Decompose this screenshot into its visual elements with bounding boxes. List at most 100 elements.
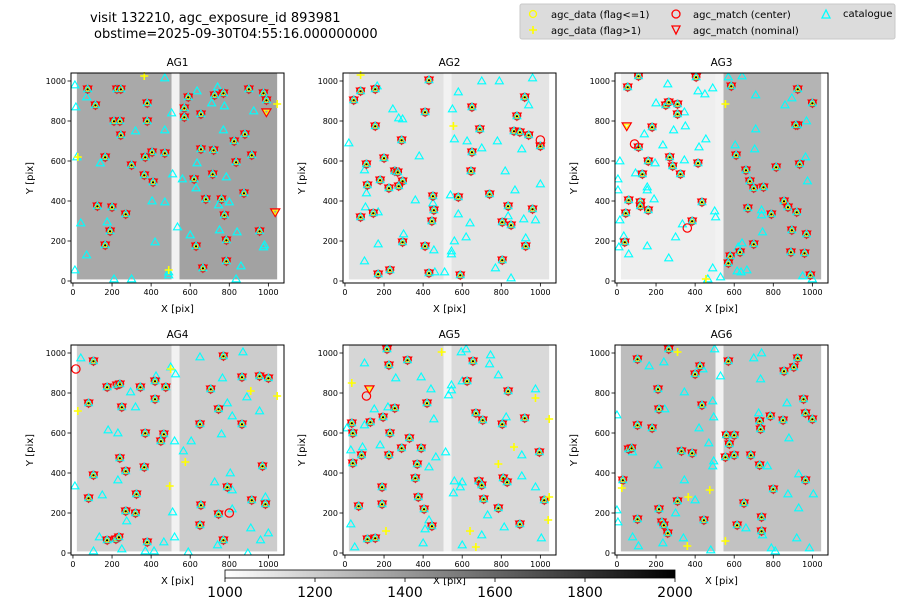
catalogue-marker <box>520 241 531 250</box>
x-tick-label: 1000 <box>530 288 550 297</box>
match-nominal-marker <box>723 259 734 269</box>
matched-star <box>197 263 209 274</box>
catalogue-marker <box>373 238 384 248</box>
matched-star <box>637 169 648 180</box>
catalogue-marker <box>416 443 427 452</box>
agc-data-marker <box>221 538 226 543</box>
agc-data-marker <box>803 478 808 483</box>
catalogue-marker <box>757 226 768 236</box>
x-tick-label: 400 <box>687 288 702 297</box>
catalogue-marker <box>160 382 171 391</box>
matched-star <box>149 394 161 405</box>
matched-star <box>748 183 759 194</box>
catalogue-marker <box>770 545 781 555</box>
catalogue-marker <box>476 142 487 152</box>
catalogue-marker <box>88 470 99 479</box>
matched-star <box>213 509 224 520</box>
agc-data-marker <box>123 212 128 217</box>
match-nominal-marker <box>755 425 766 435</box>
agc-data-marker <box>192 177 197 182</box>
matched-star <box>179 103 190 114</box>
catalogue-marker <box>370 84 381 93</box>
detector-image-left <box>348 345 444 552</box>
y-tick-label: 800 <box>51 389 66 398</box>
catalogue-marker <box>709 345 720 353</box>
catalogue-marker <box>490 262 501 272</box>
agc-data-marker <box>110 205 115 210</box>
matched-star <box>239 129 251 140</box>
matched-star <box>346 418 358 429</box>
agc-data-marker <box>782 369 787 374</box>
matched-star <box>207 169 218 180</box>
agc-data-marker <box>182 115 187 120</box>
matched-star <box>120 209 131 220</box>
agc-data-marker <box>119 405 124 410</box>
matched-star <box>397 237 408 248</box>
y-tick-label: 800 <box>595 389 610 398</box>
catalogue-marker <box>237 419 247 428</box>
catalogue-marker <box>212 539 223 549</box>
catalogue-marker <box>654 504 664 513</box>
catalogue-marker <box>216 194 227 203</box>
catalogue-marker <box>186 435 197 445</box>
agc-data-marker <box>430 194 435 199</box>
detector-gap-strip <box>443 345 452 552</box>
match-nominal-marker <box>158 430 170 440</box>
panel-ag6: 0 200 400 600 800 1000 0 200 400 600 800 1000 AG6 X [… <box>569 329 829 587</box>
agc-data-marker <box>145 119 150 124</box>
y-tick-label: 0 <box>61 549 66 558</box>
matched-star <box>230 157 242 168</box>
agc-data-marker <box>85 87 90 92</box>
catalogue-marker <box>615 516 623 526</box>
catalogue-marker <box>130 125 141 135</box>
catalogue-marker <box>707 460 718 470</box>
catalogue-marker <box>424 268 434 277</box>
matched-star <box>662 528 674 539</box>
matched-star <box>514 519 526 530</box>
catalogue-marker <box>476 75 487 85</box>
matched-star <box>261 95 272 106</box>
catalogue-marker <box>720 452 731 461</box>
catalogue-marker <box>135 382 146 391</box>
match-nominal-marker <box>675 170 686 180</box>
agc-data-marker <box>480 418 485 423</box>
x-tick-label: 600 <box>455 288 470 297</box>
legend-flag-ok-label: agc_data (flag<=1) <box>551 10 649 21</box>
match-nominal-marker <box>788 363 800 373</box>
matched-star <box>219 210 230 221</box>
match-nominal-marker <box>620 209 631 219</box>
matched-star <box>696 197 708 208</box>
catalogue-marker <box>494 75 505 85</box>
catalogue-marker <box>166 107 177 117</box>
catalogue-marker <box>453 208 464 218</box>
matched-star <box>692 158 704 169</box>
matched-star <box>365 417 376 428</box>
catalogue-marker <box>156 436 166 445</box>
catalogue-marker <box>797 270 808 280</box>
agc-data-marker <box>675 499 680 504</box>
catalogue-marker <box>620 208 631 217</box>
matched-star <box>139 462 150 473</box>
matched-star <box>720 452 731 463</box>
match-nominal-marker <box>805 271 816 281</box>
match-nominal-marker <box>621 122 633 132</box>
agc-data-marker <box>246 87 251 92</box>
catalogue-marker <box>455 481 466 491</box>
matched-star <box>766 209 777 220</box>
matched-star <box>672 496 683 507</box>
y-tick-label: 200 <box>51 237 66 246</box>
match-nominal-marker <box>502 202 514 212</box>
y-tick-label: 200 <box>595 237 610 246</box>
matched-star <box>794 159 805 170</box>
matched-star <box>535 141 546 152</box>
agc-data-marker <box>95 204 100 209</box>
catalogue-marker <box>506 272 517 282</box>
agc-data-marker <box>656 507 661 512</box>
match-center-marker <box>361 391 372 401</box>
agc-data-marker <box>264 98 269 103</box>
match-nominal-marker <box>786 226 798 236</box>
catalogue-marker <box>387 103 398 113</box>
agc-data-flagged-marker <box>381 527 390 535</box>
catalogue-marker <box>259 239 270 249</box>
catalogue-marker <box>474 124 485 133</box>
